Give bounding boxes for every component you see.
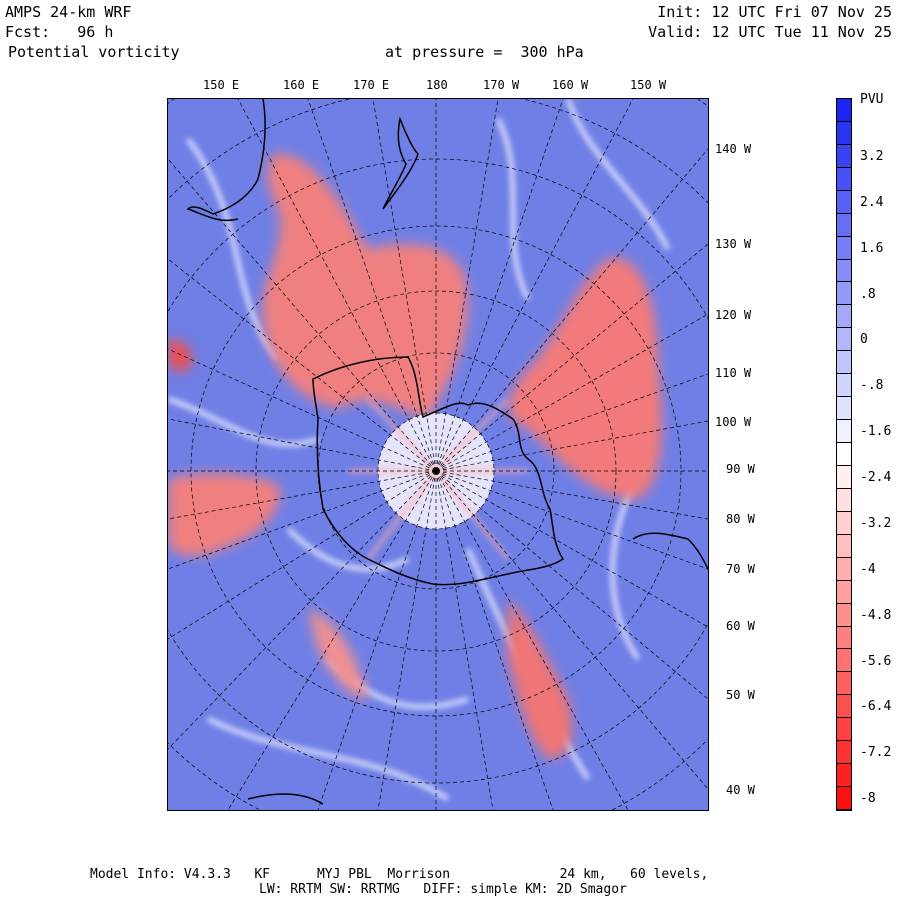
- parallels: [168, 99, 708, 810]
- lon-label-right: 140 W: [715, 142, 752, 156]
- coastlines: [186, 99, 708, 805]
- south-america-coast: [632, 532, 708, 570]
- colorbar-cell: [837, 718, 851, 742]
- lon-label-right: 80 W: [726, 512, 755, 526]
- colorbar-cell: [837, 259, 851, 283]
- colorbar-cell: [837, 190, 851, 214]
- colorbar-cell: [837, 695, 851, 719]
- lon-label-right: 70 W: [726, 562, 755, 576]
- colorbar-tick: -7.2: [860, 745, 892, 760]
- colorbar-cell: [837, 603, 851, 627]
- colorbar-cell: [837, 626, 851, 650]
- colorbar-cell: [837, 374, 851, 398]
- pressure-level: at pressure = 300 hPa: [385, 43, 584, 61]
- valid-time: Valid: 12 UTC Tue 11 Nov 25: [648, 23, 892, 41]
- colorbar-cell: [837, 144, 851, 168]
- colorbar-tick: .8: [860, 287, 876, 302]
- colorbar-cell: [837, 99, 851, 122]
- colorbar-tick: -4.8: [860, 608, 892, 623]
- colorbar-cell: [837, 121, 851, 145]
- colorbar-cell: [837, 672, 851, 696]
- colorbar-cell: [837, 511, 851, 535]
- colorbar-tick: 2.4: [860, 195, 884, 210]
- colorbar-tick: -1.6: [860, 424, 892, 439]
- lon-label-top: 160 E: [283, 78, 320, 92]
- lon-label-right: 110 W: [715, 366, 752, 380]
- colorbar-tick: -3.2: [860, 516, 892, 531]
- colorbar-tick: -.8: [860, 378, 884, 393]
- lon-label-top: 180: [426, 78, 448, 92]
- lon-label-right: 40 W: [726, 783, 755, 797]
- lon-label-right: 50 W: [726, 688, 755, 702]
- lon-label-top: 150 W: [630, 78, 667, 92]
- lon-label-right: 100 W: [715, 415, 752, 429]
- colorbar-cell: [837, 488, 851, 512]
- colorbar-cell: [837, 741, 851, 765]
- negative-pv-regions: [168, 153, 662, 759]
- antarctica-coast: [312, 356, 565, 586]
- colorbar-cell: [837, 397, 851, 421]
- colorbar-tick: -2.4: [860, 470, 892, 485]
- lon-label-top: 150 E: [203, 78, 240, 92]
- colorbar-cell: [837, 443, 851, 466]
- colorbar-cell: [837, 328, 851, 352]
- colorbar-cell: [837, 580, 851, 604]
- colorbar-unit: PVU: [860, 92, 884, 107]
- lon-label-top: 170 W: [483, 78, 520, 92]
- australia-coast: [186, 99, 266, 221]
- colorbar-cell: [837, 465, 851, 489]
- pv-colorbar: [836, 98, 852, 811]
- field-name: Potential vorticity: [8, 43, 180, 61]
- colorbar-cell: [837, 787, 851, 810]
- forecast-hour: Fcst: 96 h: [5, 23, 114, 41]
- lon-label-right: 60 W: [726, 619, 755, 633]
- lon-label-top: 160 W: [552, 78, 589, 92]
- init-time: Init: 12 UTC Fri 07 Nov 25: [657, 3, 892, 21]
- colorbar-tick: -6.4: [860, 699, 892, 714]
- colorbar-tick: -5.6: [860, 654, 892, 669]
- colorbar-cell: [837, 305, 851, 329]
- meridians: [168, 99, 708, 810]
- colorbar-cell: [837, 282, 851, 306]
- colorbar-cell: [837, 167, 851, 191]
- model-title: AMPS 24-km WRF: [5, 3, 132, 21]
- colorbar-cell: [837, 420, 851, 444]
- colorbar-cell: [837, 351, 851, 375]
- colorbar-tick: 1.6: [860, 241, 884, 256]
- colorbar-cell: [837, 236, 851, 260]
- colorbar-tick: -8: [860, 791, 876, 806]
- pv-field-svg: [168, 99, 708, 810]
- lon-label-top: 170 E: [353, 78, 390, 92]
- colorbar-cell: [837, 534, 851, 558]
- colorbar-cell: [837, 557, 851, 581]
- colorbar-tick: 3.2: [860, 149, 884, 164]
- pv-map[interactable]: [167, 98, 709, 811]
- lon-label-right: 120 W: [715, 308, 752, 322]
- lon-label-right: 90 W: [726, 462, 755, 476]
- colorbar-tick: -4: [860, 562, 876, 577]
- new-zealand-coast: [382, 116, 419, 210]
- colorbar-cell: [837, 649, 851, 673]
- lon-label-right: 130 W: [715, 237, 752, 251]
- lower-coast: [247, 793, 324, 805]
- model-info-line2: LW: RRTM SW: RRTMG DIFF: simple KM: 2D S…: [259, 882, 627, 897]
- colorbar-tick: 0: [860, 332, 868, 347]
- model-info-line1: Model Info: V4.3.3 KF MYJ PBL Morrison 2…: [90, 867, 709, 882]
- colorbar-cell: [837, 764, 851, 788]
- colorbar-cell: [837, 213, 851, 237]
